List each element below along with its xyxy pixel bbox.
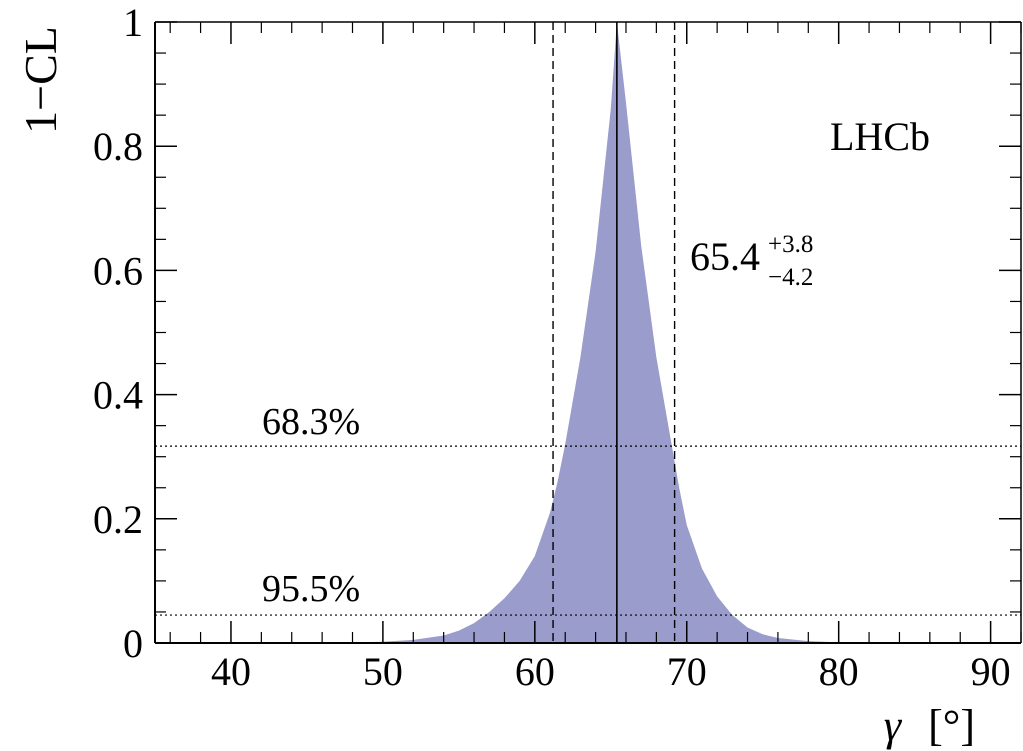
y-tick-label: 0	[123, 621, 143, 666]
x-tick-label: 70	[667, 649, 707, 694]
cl-95-label: 95.5%	[262, 568, 360, 610]
x-tick-label: 90	[971, 649, 1011, 694]
x-tick-label: 50	[363, 649, 403, 694]
cl-68-label: 68.3%	[262, 401, 360, 443]
x-axis-title: γ [°]	[884, 701, 975, 750]
y-tick-label: 0.2	[93, 497, 143, 542]
cl-curve-area	[155, 22, 1021, 643]
experiment-label: LHCb	[830, 114, 930, 159]
result-annotation: 65.4	[690, 234, 760, 279]
x-tick-label: 40	[211, 649, 251, 694]
axes: 0 0.2 0.4 0.6 0.8 1 40 50 60 70 80 90	[93, 0, 1022, 694]
x-axis-symbol: γ	[884, 701, 903, 750]
y-tick-label: 1	[123, 0, 143, 45]
x-axis-unit: [°]	[928, 701, 975, 750]
result-plus-error: +3.8	[768, 231, 813, 258]
result-value: 65.4	[690, 234, 760, 279]
y-axis-title: 1−CL	[15, 26, 66, 134]
y-tick-label: 0.6	[93, 248, 143, 293]
plot-area	[155, 22, 1021, 643]
x-tick-label: 60	[515, 649, 555, 694]
y-tick-label: 0.8	[93, 124, 143, 169]
y-tick-label: 0.4	[93, 373, 143, 418]
labels: 1−CL γ [°] LHCb 65.4 +3.8 −4.2 68.3% 95.…	[15, 26, 975, 750]
x-tick-label: 80	[819, 649, 859, 694]
result-minus-error: −4.2	[768, 264, 813, 291]
